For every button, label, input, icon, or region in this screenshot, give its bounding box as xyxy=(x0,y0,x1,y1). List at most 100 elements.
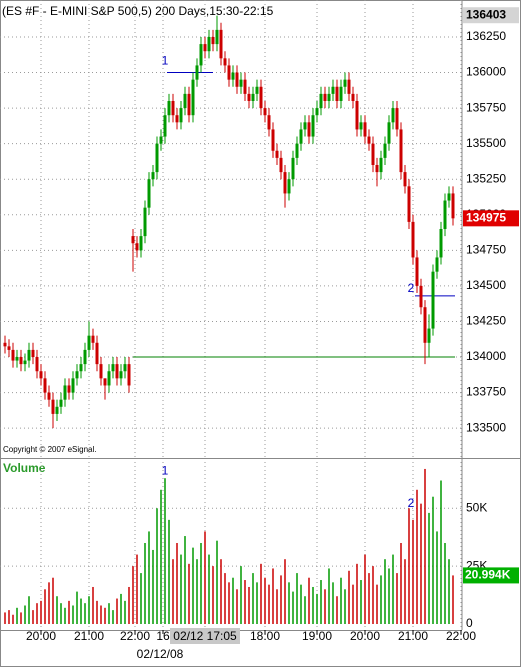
y-tick-label: 134500 xyxy=(466,278,506,292)
volume-bar xyxy=(404,559,406,624)
volume-bar xyxy=(436,531,438,624)
volume-bar xyxy=(408,508,410,624)
volume-bar xyxy=(232,577,234,624)
volume-bar xyxy=(104,607,106,624)
candle-body xyxy=(267,115,271,130)
candle-body xyxy=(63,385,67,400)
candle-body xyxy=(195,65,199,80)
candle-body xyxy=(343,79,347,87)
candle-body xyxy=(23,360,27,365)
candle-body xyxy=(243,79,247,94)
candle-body xyxy=(83,349,87,365)
x-tick-label: 22:00 xyxy=(446,629,476,643)
candle-body xyxy=(323,93,327,101)
volume-bar xyxy=(280,575,282,624)
candle-body xyxy=(315,108,319,116)
volume-bar xyxy=(220,559,222,624)
candle-body xyxy=(255,86,259,94)
y-tick-label: 135500 xyxy=(466,136,506,150)
candle-body xyxy=(299,129,303,144)
volume-bar xyxy=(64,607,66,624)
volume-bar xyxy=(316,593,318,624)
volume-bar xyxy=(440,480,442,624)
candle-body xyxy=(219,29,223,59)
candle-body xyxy=(147,179,151,208)
y-tick-label: 50K xyxy=(466,500,487,514)
candle-body xyxy=(287,179,291,194)
x-tick-label: 21:00 xyxy=(74,629,104,643)
y-tick-label: 134250 xyxy=(466,314,506,328)
x-tick-label: 21:00 xyxy=(398,629,428,643)
candle-body xyxy=(339,86,343,101)
volume-bar xyxy=(116,598,118,624)
volume-bar xyxy=(72,605,74,624)
volume-marker xyxy=(463,567,519,584)
x-date-label: 02/12/08 xyxy=(137,647,184,661)
candle-body xyxy=(223,58,227,66)
x-tick-label: 20:00 xyxy=(350,629,380,643)
candle-body xyxy=(183,93,187,109)
candle-body xyxy=(203,44,207,52)
price-marker-label: 136403 xyxy=(466,7,506,21)
volume-bar xyxy=(236,589,238,624)
volume-bar xyxy=(412,519,414,624)
volume-bar xyxy=(224,573,226,624)
candle-body xyxy=(279,157,283,173)
volume-bar xyxy=(196,559,198,624)
candle-body xyxy=(127,364,131,386)
volume-bar xyxy=(364,554,366,624)
candle-body xyxy=(31,349,35,358)
y-tick-label: 134750 xyxy=(466,243,506,257)
candle-body xyxy=(91,335,95,343)
volume-bar xyxy=(240,566,242,624)
candle-body xyxy=(35,357,39,372)
volume-bar xyxy=(448,559,450,624)
volume-bar xyxy=(36,603,38,624)
annotation: 2 xyxy=(408,281,415,295)
candle-body xyxy=(355,100,359,130)
volume-bar xyxy=(20,612,22,624)
x-tick-label: 20:00 xyxy=(26,629,56,643)
candle-body xyxy=(67,385,71,393)
candle-body xyxy=(175,115,179,123)
candle-body xyxy=(211,36,215,45)
volume-bar xyxy=(156,508,158,624)
volume-bar xyxy=(212,566,214,624)
x-tick-label: 19:00 xyxy=(302,629,332,643)
candle-body xyxy=(139,236,143,251)
volume-bar xyxy=(8,610,10,624)
volume-bar xyxy=(120,593,122,624)
volume-bar xyxy=(176,543,178,624)
annotation: 1 xyxy=(162,53,169,67)
candle-body xyxy=(227,65,231,80)
candle-body xyxy=(47,392,51,400)
x-tick-label: 16 xyxy=(156,629,170,643)
volume-bar xyxy=(4,612,6,624)
volume-bar xyxy=(276,589,278,624)
candle-body xyxy=(59,399,63,407)
volume-bar xyxy=(160,489,162,624)
candle-body xyxy=(43,378,47,393)
candle-body xyxy=(407,186,411,222)
candle-body xyxy=(171,100,175,116)
candle-body xyxy=(367,136,371,144)
candle-body xyxy=(247,93,251,101)
candle-body xyxy=(271,129,275,151)
volume-bar xyxy=(180,554,182,624)
volume-bar xyxy=(68,600,70,624)
volume-bar xyxy=(12,614,14,624)
candle-body xyxy=(3,342,7,347)
volume-bar xyxy=(56,596,58,624)
candle-body xyxy=(319,93,323,109)
volume-bar xyxy=(184,536,186,624)
tick-highlight xyxy=(170,628,240,644)
volume-bar xyxy=(88,596,90,624)
volume-bar xyxy=(384,559,386,624)
volume-bar xyxy=(368,573,370,624)
candle-body xyxy=(51,399,55,414)
volume-bar xyxy=(352,584,354,624)
candle-body xyxy=(111,364,115,372)
candle-body xyxy=(103,378,107,386)
candle-body xyxy=(179,108,183,123)
